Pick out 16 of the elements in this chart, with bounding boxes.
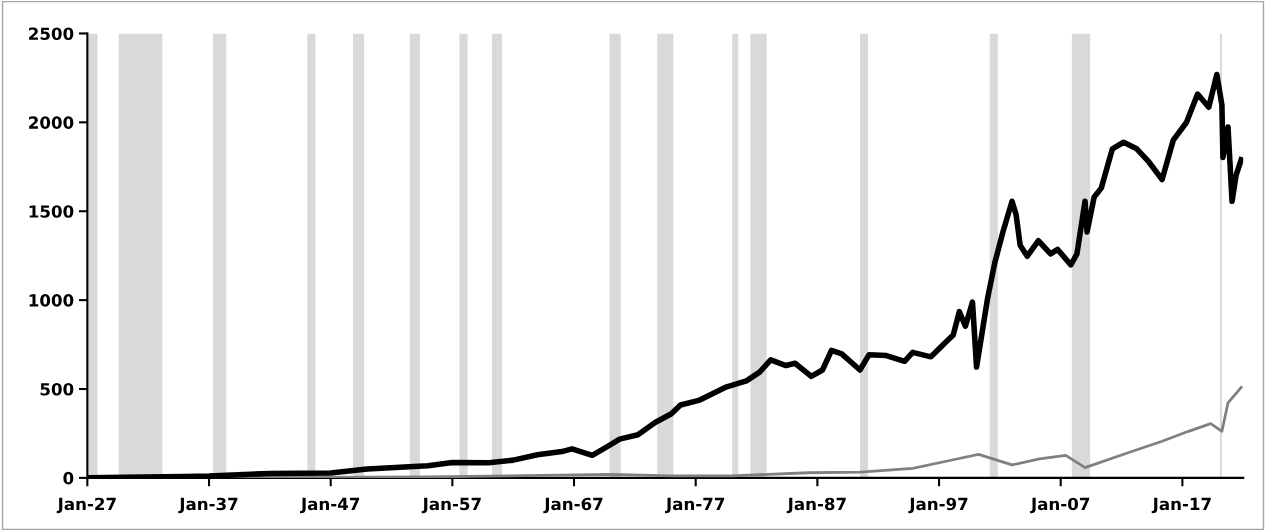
y-tick-label: 1500	[29, 205, 74, 218]
x-tick-label: Jan-17	[1151, 497, 1211, 514]
x-tick-label: Jan-47	[300, 497, 360, 514]
x-tick-label: Jan-07	[1030, 497, 1090, 514]
x-tick-label: Jan-87	[786, 497, 846, 514]
x-tick-label: Jan-77	[665, 497, 725, 514]
x-tick-label: Jan-97	[908, 497, 968, 514]
x-tick-label: Jan-37	[178, 497, 238, 514]
y-tick-label: 2500	[29, 27, 74, 41]
x-tick-label: Jan-67	[543, 497, 603, 514]
x-tick-label: Jan-27	[56, 497, 116, 514]
y-tick-label: 2000	[29, 116, 74, 129]
y-tick-label: 0	[63, 471, 74, 485]
y-tick-label: 1000	[29, 294, 74, 307]
x-tick-label: Jan-57	[421, 497, 481, 514]
y-tick-label: 500	[40, 382, 74, 396]
